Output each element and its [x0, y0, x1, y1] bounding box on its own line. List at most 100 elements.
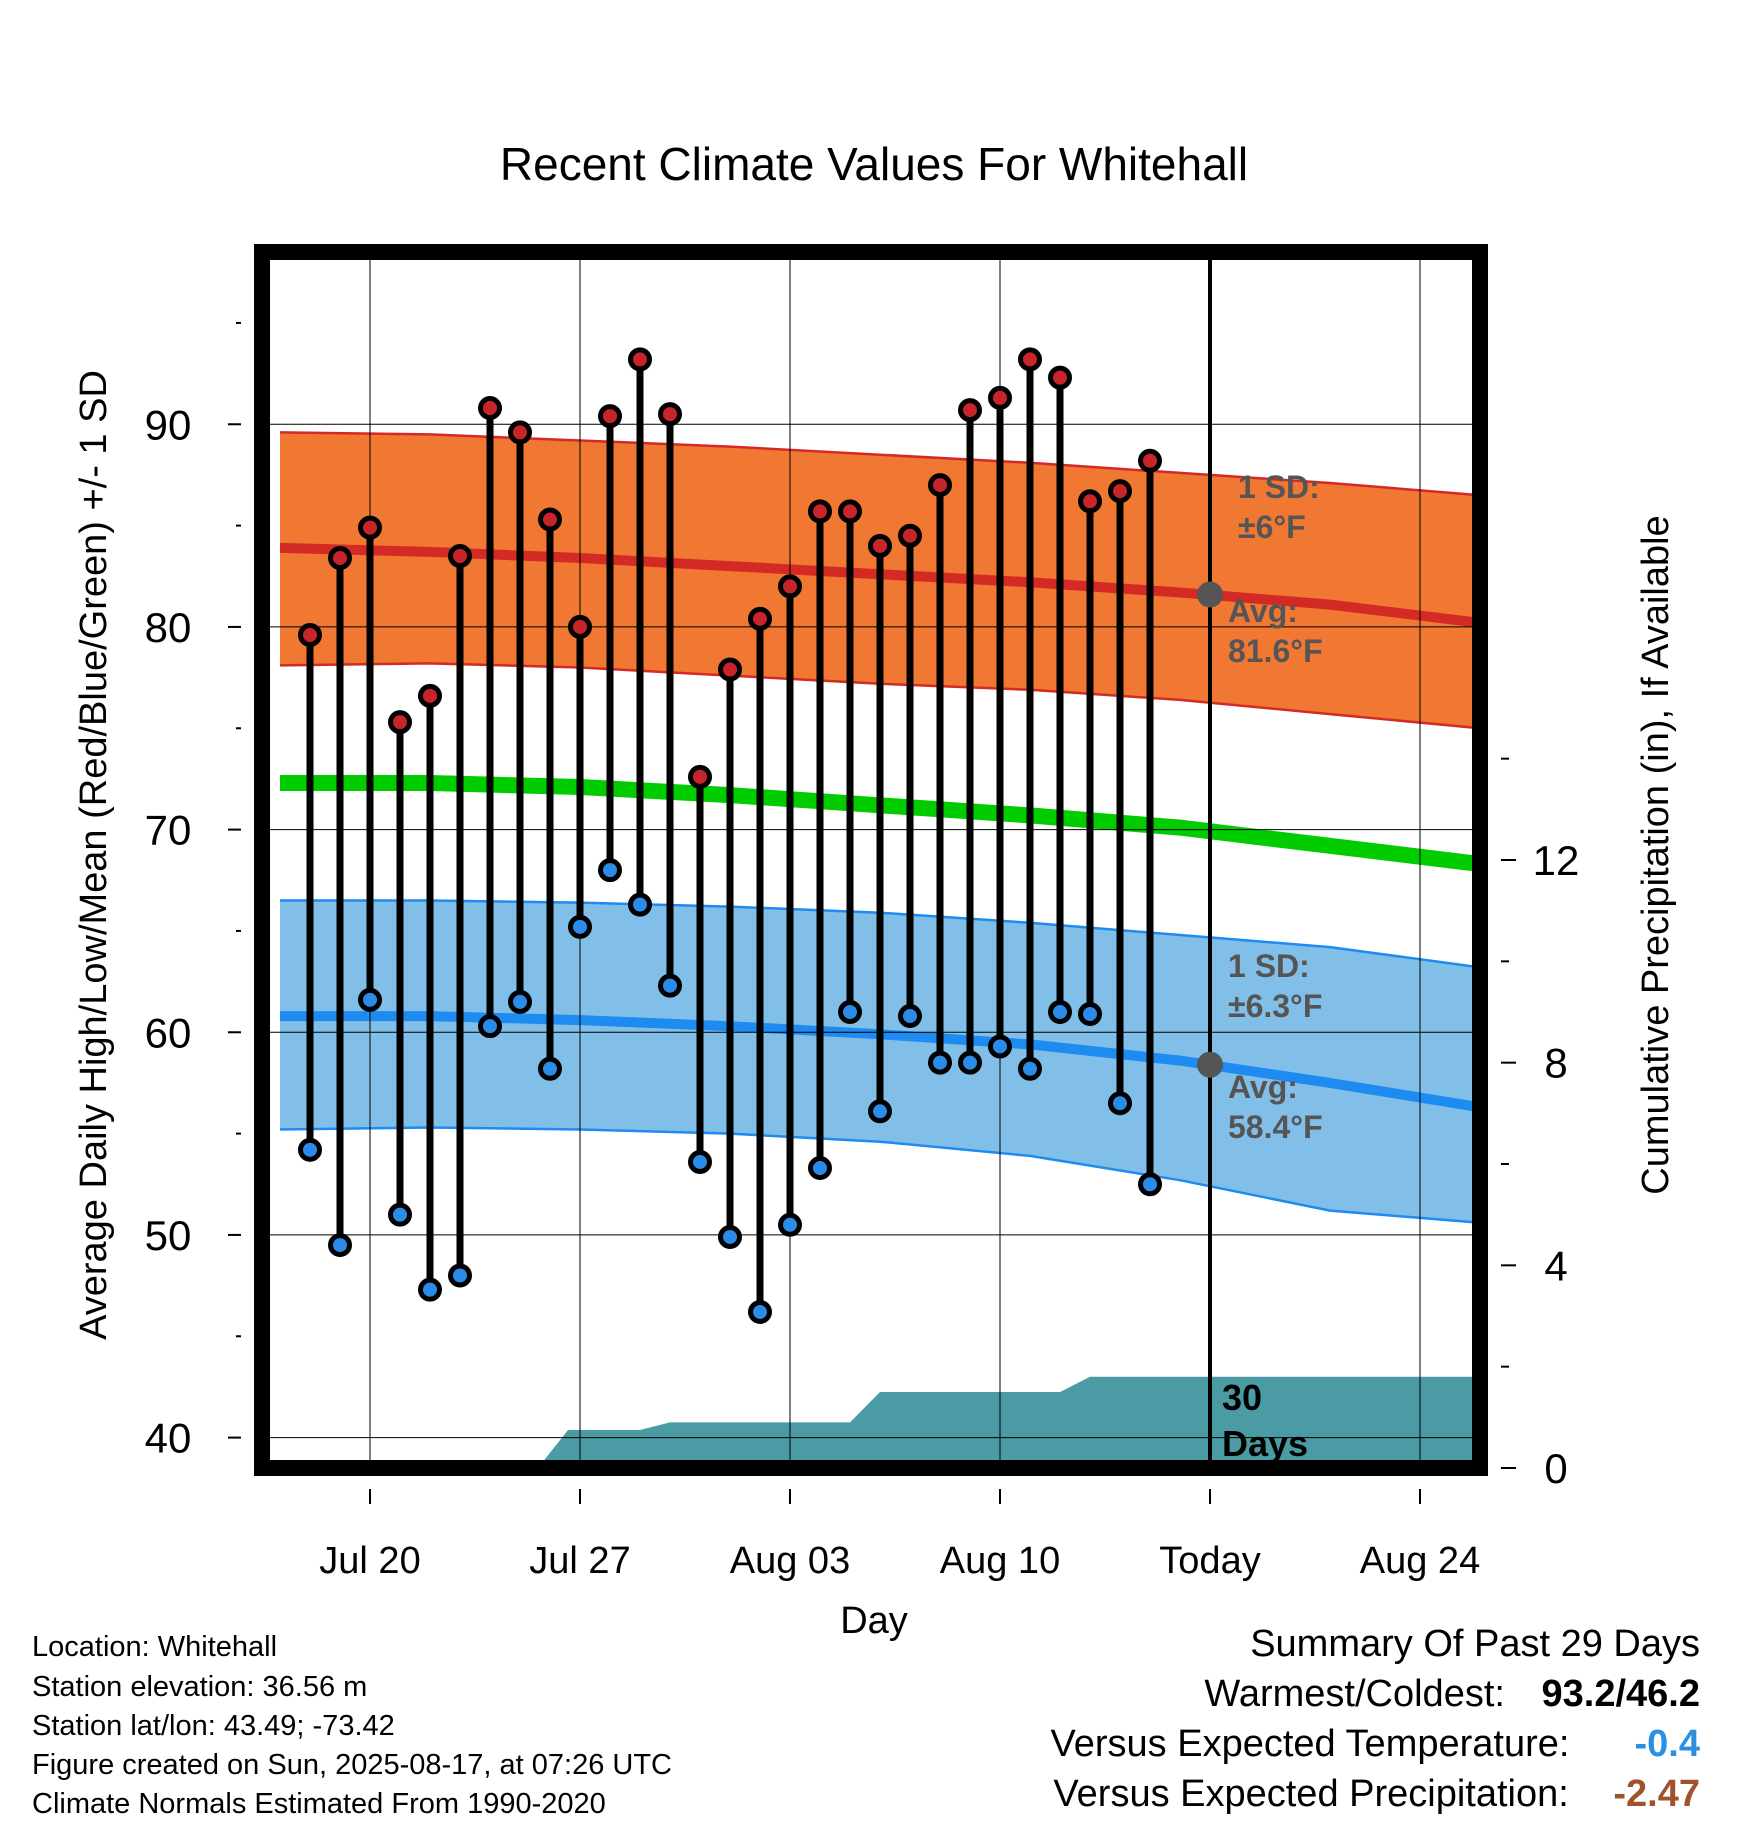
daily-high-point: [1108, 479, 1132, 504]
summary-precip-label: Versus Expected Precipitation:: [1053, 1773, 1569, 1815]
y-tick-label-left: 50: [145, 1212, 192, 1259]
summary-title: Summary Of Past 29 Days: [1250, 1623, 1700, 1665]
daily-high-point: [748, 606, 772, 631]
y-axis-label-right: Cumulative Precipitation (in), If Availa…: [1635, 515, 1677, 1194]
y-tick-label-left: 60: [145, 1009, 192, 1056]
daily-low-point: [1138, 1172, 1162, 1197]
daily-high-point: [868, 533, 892, 558]
y-tick-label-left: 80: [145, 604, 192, 651]
high-avg-label: Avg:: [1228, 593, 1298, 629]
daily-high-point: [1018, 347, 1042, 372]
low-sd-value: ±6.3°F: [1228, 988, 1322, 1024]
daily-high-point: [508, 420, 532, 445]
daily-low-point: [748, 1299, 772, 1324]
y-tick-label-left: 90: [145, 401, 192, 448]
daily-low-point: [898, 1004, 922, 1029]
summary-precip-value: -2.47: [1613, 1773, 1700, 1815]
latlon-text: Station lat/lon: 43.49; -73.42: [32, 1710, 395, 1742]
daily-low-point: [1078, 1002, 1102, 1027]
daily-high-point: [298, 623, 322, 648]
daily-low-point: [628, 892, 652, 917]
daily-low-point: [328, 1233, 352, 1258]
location-text: Location: Whitehall: [32, 1631, 278, 1663]
daily-low-point: [298, 1137, 322, 1162]
plot-frame: [254, 244, 1488, 1476]
today-low-avg-marker: [1197, 1051, 1223, 1078]
high-sd-label: 1 SD:: [1238, 469, 1320, 505]
daily-high-point: [448, 544, 472, 568]
x-tick-label: Today: [1159, 1540, 1260, 1582]
daily-high-point: [838, 499, 862, 524]
daily-low-point: [1018, 1056, 1042, 1081]
daily-low-point: [448, 1263, 472, 1288]
summary-warmest-value: 93.2/46.2: [1541, 1673, 1700, 1715]
daily-high-point: [988, 385, 1012, 410]
summary-temp-label: Versus Expected Temperature:: [1050, 1723, 1570, 1765]
daily-high-point: [808, 499, 832, 524]
daily-high-point: [1078, 489, 1102, 514]
daily-high-point: [388, 710, 412, 735]
x-tick-label: Jul 27: [529, 1540, 630, 1582]
normals-text: Climate Normals Estimated From 1990-2020: [32, 1788, 606, 1820]
daily-high-point: [778, 574, 802, 599]
daily-low-point: [478, 1014, 502, 1039]
x-tick-label: Jul 20: [319, 1540, 420, 1582]
high-avg-value: 81.6°F: [1228, 633, 1323, 669]
daily-low-point: [718, 1224, 742, 1249]
plot-area: [262, 252, 1480, 1468]
y-tick-label-right: 8: [1544, 1040, 1567, 1087]
y-tick-label-left: 40: [145, 1415, 192, 1462]
daily-high-point: [1138, 448, 1162, 473]
y-tick-label-right: 4: [1544, 1242, 1567, 1289]
daily-low-point: [508, 989, 532, 1014]
created-text: Figure created on Sun, 2025-08-17, at 07…: [32, 1749, 672, 1781]
daily-low-point: [778, 1212, 802, 1237]
daily-high-point: [628, 347, 652, 372]
daily-high-point: [958, 398, 982, 423]
daily-high-point: [658, 402, 682, 427]
daily-low-point: [928, 1050, 952, 1075]
y-tick-label-left: 70: [145, 807, 192, 854]
precip-days-label-2: Days: [1222, 1423, 1308, 1464]
daily-low-point: [568, 914, 592, 939]
low-sd-label: 1 SD:: [1228, 948, 1310, 984]
daily-high-point: [688, 764, 712, 789]
today-high-avg-marker: [1197, 581, 1223, 608]
daily-high-point: [928, 473, 952, 498]
daily-low-point: [868, 1099, 892, 1124]
summary-temp-value: -0.4: [1634, 1723, 1700, 1765]
summary-warmest-row: Warmest/Coldest: 93.2/46.2: [1204, 1673, 1700, 1716]
daily-high-point: [598, 404, 622, 429]
high-sd-value: ±6°F: [1238, 509, 1306, 545]
daily-low-point: [808, 1156, 832, 1181]
daily-low-point: [838, 1000, 862, 1024]
daily-low-point: [388, 1202, 412, 1227]
x-axis-label: Day: [840, 1600, 908, 1642]
daily-low-point: [688, 1149, 712, 1174]
daily-low-point: [658, 973, 682, 998]
daily-low-point: [958, 1050, 982, 1075]
daily-high-point: [418, 683, 442, 708]
daily-high-point: [538, 507, 562, 532]
precip-area: [538, 1376, 1480, 1468]
daily-high-point: [478, 396, 502, 421]
daily-high-point: [328, 546, 352, 571]
daily-low-point: [418, 1277, 442, 1302]
low-avg-label: Avg:: [1228, 1069, 1298, 1105]
x-tick-label: Aug 03: [730, 1540, 850, 1582]
x-tick-label: Aug 10: [940, 1540, 1060, 1582]
summary-temp-row: Versus Expected Temperature: -0.4: [1051, 1723, 1700, 1766]
y-axis-label-left: Average Daily High/Low/Mean (Red/Blue/Gr…: [73, 370, 115, 1340]
normal-high-upper-line: [279, 431, 1480, 497]
daily-low-point: [988, 1034, 1012, 1059]
daily-high-point: [898, 523, 922, 548]
elevation-text: Station elevation: 36.56 m: [32, 1671, 368, 1703]
daily-low-point: [1048, 1000, 1072, 1024]
chart-title: Recent Climate Values For Whitehall: [500, 138, 1248, 190]
x-tick-label: Aug 24: [1360, 1540, 1480, 1582]
summary-warmest-label: Warmest/Coldest:: [1204, 1673, 1505, 1715]
summary-precip-row: Versus Expected Precipitation: -2.47: [1053, 1773, 1700, 1816]
daily-high-point: [1048, 365, 1072, 390]
y-tick-label-right: 12: [1533, 837, 1580, 884]
